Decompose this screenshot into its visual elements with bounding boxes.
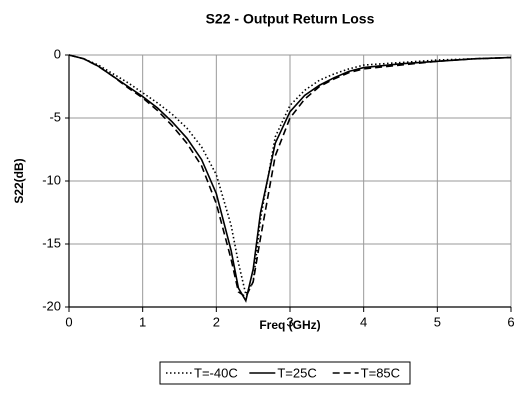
y-tick-label: -5 <box>49 109 61 124</box>
x-tick-label: 0 <box>65 314 72 329</box>
legend-label: T=25C <box>277 365 316 380</box>
x-tick-label: 2 <box>213 314 220 329</box>
x-axis-label: Freq (GHz) <box>259 318 320 332</box>
series-line <box>68 54 512 299</box>
legend-label: T=-40C <box>194 365 238 380</box>
y-axis-label: S22(dB) <box>12 158 26 203</box>
legend-label: T=85C <box>361 365 400 380</box>
y-tick-label: 0 <box>54 46 61 61</box>
x-tick-label: 6 <box>507 314 514 329</box>
chart-title: S22 - Output Return Loss <box>206 11 375 27</box>
x-tick-label: 4 <box>360 314 367 329</box>
y-tick-label: -20 <box>42 298 61 313</box>
x-tick-label: 3 <box>286 314 293 329</box>
y-tick-label: -10 <box>42 172 61 187</box>
legend-box <box>159 361 411 385</box>
x-tick-label: 5 <box>434 314 441 329</box>
series-line <box>68 54 512 303</box>
y-tick-label: -15 <box>42 235 61 250</box>
x-tick-label: 1 <box>139 314 146 329</box>
